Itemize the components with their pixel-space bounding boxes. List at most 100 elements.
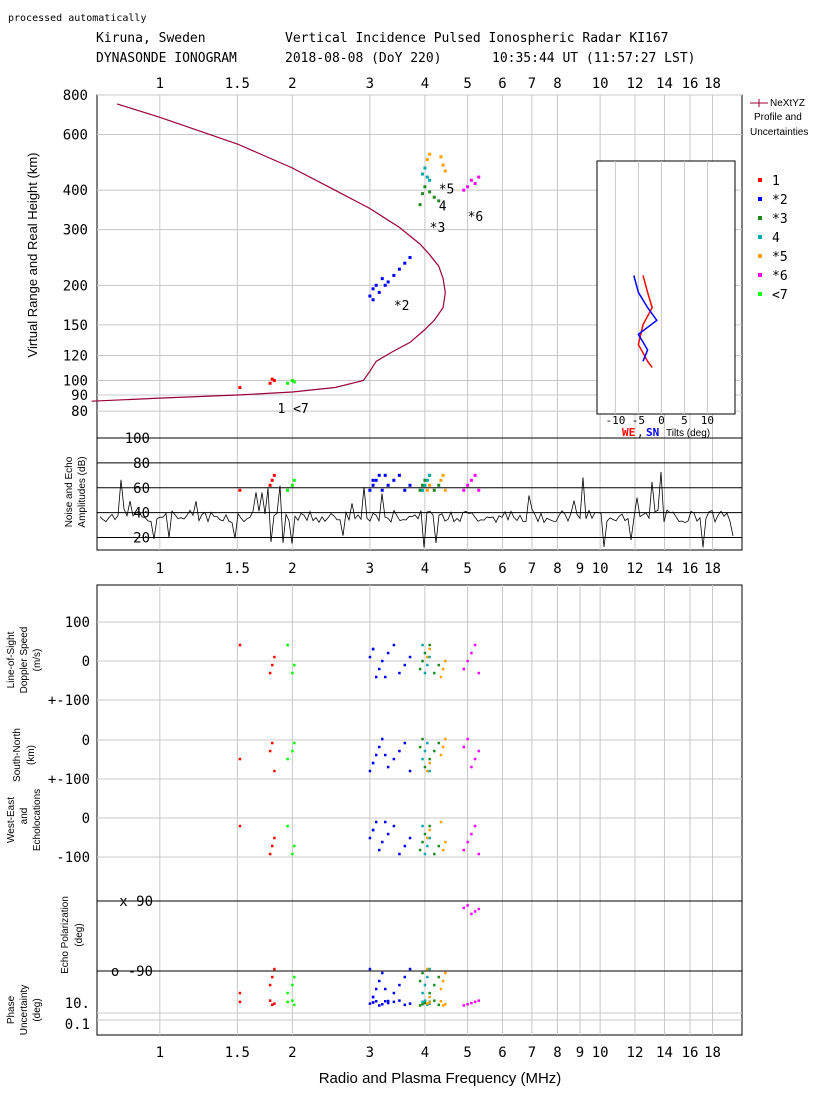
- lower-point-<7: [293, 975, 296, 979]
- echo-point-*2: [408, 255, 412, 259]
- lower-point-*2: [403, 741, 407, 745]
- upper-x-tick-label: 6: [498, 76, 506, 92]
- lower-point-1: [273, 655, 276, 659]
- amplitude-point-*2: [403, 488, 407, 492]
- amplitude-point-*6: [466, 483, 470, 487]
- lower-point-*2: [384, 1000, 387, 1003]
- tilts-x-tick-label: -5: [632, 414, 645, 427]
- lower-point-*2: [386, 999, 390, 1003]
- echo-point-*6: [462, 188, 466, 192]
- amplitude-point-4: [423, 483, 427, 487]
- lower-point-*6: [466, 659, 469, 663]
- lower-point-*5: [439, 1000, 443, 1003]
- amplitude-point-<7: [290, 483, 294, 487]
- lower-point-*6: [462, 1004, 466, 1007]
- height-tick-label: 80: [71, 404, 88, 420]
- amplitude-tick-label: 20: [133, 531, 150, 547]
- lower-point-*2: [386, 651, 390, 655]
- polarization-label-line2: (deg): [74, 923, 85, 946]
- echo-point-1: [268, 381, 272, 385]
- amplitude-point-*6: [469, 478, 473, 482]
- lower-point-*3: [423, 832, 427, 836]
- lower-point-4: [421, 1000, 424, 1004]
- lower-point-*5: [444, 659, 447, 663]
- legend-dot-1: [758, 178, 762, 182]
- lower-point-*2: [386, 832, 390, 836]
- echo-point-*2: [403, 261, 407, 265]
- lower-point-*2: [403, 1003, 407, 1007]
- amplitude-point-*2: [371, 478, 375, 482]
- lower-point-*6: [477, 907, 481, 911]
- lower-point-*2: [398, 983, 401, 987]
- phase-tick-label: 10.: [65, 996, 90, 1012]
- lower-point-*2: [378, 1004, 381, 1007]
- lower-point-*6: [466, 840, 469, 844]
- lower-point-*2: [378, 848, 381, 852]
- tilts-legend-we: WE: [622, 426, 635, 439]
- lower-point-*3: [437, 975, 441, 979]
- lower-point-*5: [426, 1002, 429, 1005]
- lower-point-*6: [462, 906, 466, 910]
- lower-point-*3: [418, 848, 422, 852]
- amplitude-y-label-line2: Amplitudes (dB): [77, 456, 88, 527]
- lower-x-tick-label: 5: [463, 561, 471, 577]
- amplitude-point-*2: [392, 478, 396, 482]
- amplitude-point-*5: [439, 478, 443, 482]
- doppler-tick-label: +-100: [48, 693, 90, 709]
- lower-point-*6: [477, 999, 481, 1002]
- lower-point-4: [426, 741, 429, 745]
- echo-point-4: [421, 172, 425, 176]
- legend-label-*3: *3: [772, 212, 788, 227]
- lower-point-<7: [293, 1003, 296, 1007]
- lower-point-*2: [378, 745, 381, 749]
- lower-point-<7: [291, 671, 294, 675]
- bottom-x-tick-label: 7: [528, 1045, 536, 1061]
- lower-point-*2: [398, 671, 401, 675]
- echo-point-*3: [418, 203, 422, 207]
- upper-x-tick-label: 14: [656, 76, 673, 92]
- bottom-x-tick-label: 10: [592, 1045, 609, 1061]
- bottom-x-tick-label: 3: [366, 1045, 374, 1061]
- echo-point-1: [238, 386, 242, 390]
- echo-point-*3: [437, 199, 441, 203]
- amplitude-point-*6: [473, 473, 477, 477]
- lower-point-1: [238, 991, 242, 995]
- lower-point-*3: [423, 765, 427, 769]
- lower-point-4: [421, 757, 424, 761]
- lower-point-*2: [371, 995, 375, 999]
- upper-x-tick-label: 1: [156, 76, 164, 92]
- legend-label-4: 4: [772, 231, 780, 246]
- height-tick-label: 200: [63, 278, 88, 294]
- lower-point-*2: [374, 820, 378, 824]
- echo-point-*2: [392, 273, 396, 277]
- lower-point-*6: [462, 745, 466, 749]
- echo-point-*2: [371, 298, 375, 302]
- doppler-label-line3: (m/s): [32, 649, 43, 672]
- legend-dot-4: [758, 235, 762, 239]
- polarization-x-tick-label: x 90: [119, 894, 153, 910]
- sn-tick-label: +-100: [48, 772, 90, 788]
- lower-point-*6: [477, 749, 481, 753]
- lower-point-1: [273, 967, 276, 971]
- lower-point-4: [423, 671, 427, 675]
- lower-point-*2: [392, 643, 396, 647]
- lower-point-*2: [398, 852, 401, 856]
- echo-trace-annotation: *6: [468, 210, 484, 225]
- lower-point-*2: [392, 757, 396, 761]
- lower-point-*2: [384, 675, 387, 679]
- amplitude-point-4: [421, 488, 425, 492]
- lower-point-*6: [462, 667, 466, 671]
- amplitude-point-4: [428, 473, 432, 477]
- lower-point-4: [428, 967, 431, 971]
- lower-x-tick-label: 4: [421, 561, 429, 577]
- echolocation-label-line3: and: [19, 808, 30, 825]
- amplitude-point-*2: [383, 473, 387, 477]
- amplitude-point-*2: [377, 473, 381, 477]
- legend-dot-*2: [758, 197, 762, 201]
- lower-point-4: [428, 836, 431, 840]
- lower-point-*2: [378, 979, 381, 983]
- amplitude-point-*2: [386, 483, 390, 487]
- amplitude-point-*2: [374, 478, 378, 482]
- lower-point-*6: [466, 1003, 469, 1006]
- echo-point-<7: [292, 380, 296, 384]
